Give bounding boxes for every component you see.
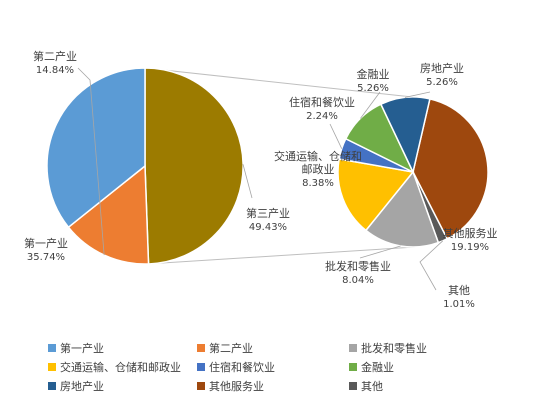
leader-line-finance [360, 91, 381, 119]
legend-item-房地产业: 房地产业 [48, 378, 104, 394]
legend-swatch [48, 344, 56, 352]
data-label-hospitality: 住宿和餐饮业 [289, 95, 355, 109]
leader-line-real-estate [404, 91, 431, 98]
legend-label: 金融业 [361, 361, 394, 374]
legend-swatch [197, 382, 205, 390]
secondary-slice-交通运输-仓储和邮政业 [337, 158, 415, 232]
legend-label: 房地产业 [60, 380, 104, 393]
main-slice-第三产业 [144, 67, 244, 265]
leader-line-secondary [77, 67, 105, 256]
leader-lines [77, 67, 444, 291]
main-pie [46, 67, 244, 265]
secondary-slice-批发和零售业 [364, 170, 440, 248]
main-slice-第二产业 [67, 164, 150, 265]
data-label-secondary-percent: 14.84% [36, 65, 74, 76]
data-label-other: 其他 [448, 284, 470, 297]
data-label-transport-line1: 交通运输、仓储和 [274, 149, 362, 163]
legend-swatch [48, 363, 56, 371]
connector-lines [144, 67, 430, 265]
data-label-hospitality-percent: 2.24% [306, 111, 338, 122]
legend-label: 其他 [361, 380, 383, 393]
data-label-finance: 金融业 [357, 67, 390, 81]
legend-item-住宿和餐饮业: 住宿和餐饮业 [197, 359, 275, 375]
leader-line-other [419, 240, 444, 291]
secondary-slice-房地产业 [379, 96, 431, 175]
legend-swatch [48, 382, 56, 390]
data-label-wholesale-retail: 批发和零售业 [325, 259, 391, 273]
secondary-pie [337, 96, 489, 248]
secondary-slice-其他服务业 [412, 98, 489, 240]
data-label-other-services: 其他服务业 [443, 227, 498, 240]
leader-line-wholesale-retail [359, 245, 401, 259]
legend-swatch [197, 344, 205, 352]
data-label-other-percent: 1.01% [443, 299, 475, 310]
data-label-wholesale-retail-percent: 8.04% [342, 275, 374, 286]
legend-label: 交通运输、仓储和邮政业 [60, 361, 181, 374]
legend-item-第二产业: 第二产业 [197, 340, 253, 356]
data-label-primary-percent: 35.74% [27, 252, 65, 263]
legend-item-第一产业: 第一产业 [48, 340, 104, 356]
data-label-real-estate-percent: 5.26% [426, 77, 458, 88]
data-label-tertiary-percent: 49.43% [249, 222, 287, 233]
legend-label: 其他服务业 [209, 380, 264, 393]
legend-item-其他: 其他 [349, 378, 383, 394]
legend-swatch [349, 344, 357, 352]
legend-label: 批发和零售业 [361, 342, 427, 355]
legend-label: 住宿和餐饮业 [209, 361, 275, 374]
data-label-transport-line2: 邮政业 [302, 162, 335, 176]
connector-line-bottom [148, 246, 416, 265]
legend-label: 第一产业 [60, 342, 104, 355]
legend-item-金融业: 金融业 [349, 359, 394, 375]
data-label-primary: 第一产业 [24, 236, 68, 250]
leader-line-tertiary [242, 164, 253, 199]
data-label-secondary: 第二产业 [33, 49, 77, 63]
legend-swatch [349, 382, 357, 390]
data-labels: 第三产业 49.43% 第二产业 14.84% 第一产业 35.74% 其他服务业 19.19… [24, 49, 498, 310]
legend-item-批发和零售业: 批发和零售业 [349, 340, 427, 356]
data-label-real-estate: 房地产业 [420, 61, 464, 75]
legend-label: 第二产业 [209, 342, 253, 355]
legend-item-交通运输-仓储和邮政业: 交通运输、仓储和邮政业 [48, 359, 181, 375]
legend-swatch [197, 363, 205, 371]
data-label-transport-percent: 8.38% [302, 178, 334, 189]
legend-item-其他服务业: 其他服务业 [197, 378, 264, 394]
data-label-finance-percent: 5.26% [357, 83, 389, 94]
data-label-other-services-percent: 19.19% [451, 242, 489, 253]
connector-line-top [144, 67, 430, 100]
data-label-tertiary: 第三产业 [246, 206, 290, 220]
leader-line-hospitality [329, 123, 343, 149]
legend-swatch [349, 363, 357, 371]
main-slice-第一产业 [46, 67, 146, 229]
